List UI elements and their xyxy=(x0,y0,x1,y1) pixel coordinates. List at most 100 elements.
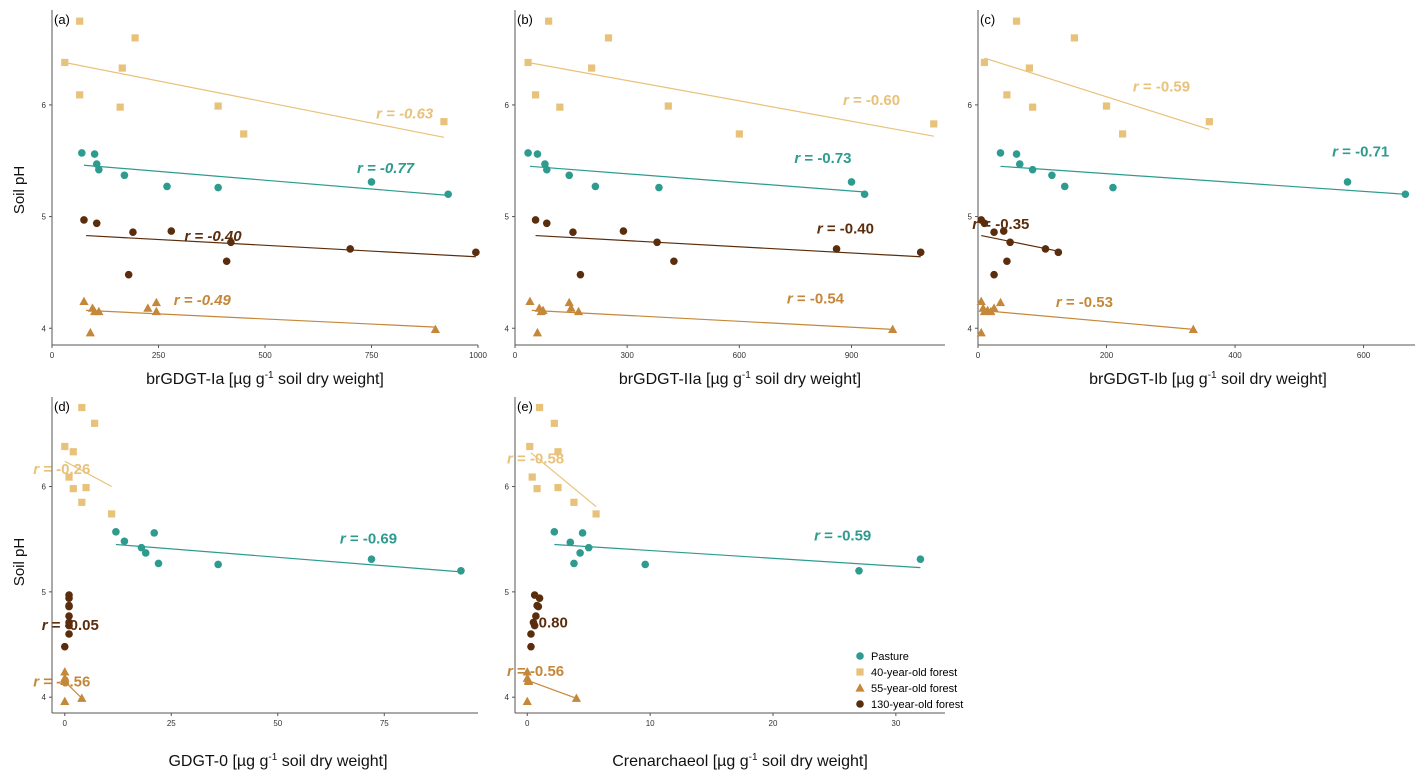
data-point xyxy=(524,149,532,157)
data-point xyxy=(457,567,465,575)
y-tick-label: 4 xyxy=(42,324,47,333)
regression-line xyxy=(531,309,893,330)
correlation-label: r = -0.59 xyxy=(814,527,871,544)
series-40-year-old-forest: r = -0.59 xyxy=(980,17,1213,138)
data-point xyxy=(1028,165,1037,174)
correlation-label: r = -0.35 xyxy=(972,216,1029,233)
data-point xyxy=(65,621,73,630)
legend-label: 55-year-old forest xyxy=(871,683,957,695)
data-point xyxy=(990,270,998,279)
data-point xyxy=(535,403,544,412)
data-point xyxy=(137,543,146,552)
x-tick-label: 750 xyxy=(365,351,379,360)
data-point xyxy=(1006,238,1014,247)
data-point xyxy=(214,560,222,569)
regression-line xyxy=(527,61,934,137)
data-point xyxy=(65,601,73,610)
x-tick-label: 0 xyxy=(525,719,530,728)
data-point xyxy=(532,327,543,337)
data-point xyxy=(653,238,661,247)
y-tick-label: 5 xyxy=(42,213,47,222)
y-tick-label: 6 xyxy=(968,101,973,110)
regression-line xyxy=(984,57,1210,131)
data-point xyxy=(154,559,163,568)
series-pasture: r = -0.73 xyxy=(524,149,869,199)
y-tick-label: 5 xyxy=(42,588,47,597)
correlation-label: r = -0.71 xyxy=(1332,143,1389,160)
correlation-label: r = -0.58 xyxy=(507,450,564,467)
y-tick-label: 6 xyxy=(42,483,47,492)
series-55-year-old-forest: r = -0.56 xyxy=(507,663,582,706)
data-point xyxy=(550,528,559,536)
series-pasture: r = -0.69 xyxy=(112,528,465,575)
data-point xyxy=(996,149,1005,157)
data-point xyxy=(527,642,535,651)
data-point xyxy=(604,34,613,42)
data-point xyxy=(855,567,863,575)
data-point xyxy=(131,34,139,42)
legend-marker xyxy=(856,652,864,660)
legend-item: 130-year-old forest xyxy=(856,699,963,711)
x-tick-label: 0 xyxy=(63,719,68,728)
data-point xyxy=(1012,150,1021,158)
data-point xyxy=(1025,64,1034,72)
legend-label: 130-year-old forest xyxy=(871,699,963,711)
x-tick-label: 1000 xyxy=(469,351,487,360)
data-point xyxy=(860,190,869,199)
data-point xyxy=(76,91,84,99)
data-point xyxy=(525,296,535,306)
data-point xyxy=(79,296,89,306)
data-point xyxy=(995,297,1006,307)
data-point xyxy=(69,485,77,493)
data-point xyxy=(565,171,574,180)
data-point xyxy=(65,612,73,620)
correlation-label: r = -0.05 xyxy=(42,617,99,634)
y-tick-label: 6 xyxy=(505,483,510,492)
data-point xyxy=(65,594,73,602)
legend-label: 40-year-old forest xyxy=(871,667,957,679)
data-point xyxy=(847,178,856,186)
data-point xyxy=(151,297,161,307)
data-point xyxy=(571,693,582,702)
data-point xyxy=(60,642,69,651)
data-point xyxy=(619,227,628,235)
data-point xyxy=(430,324,440,333)
data-point xyxy=(531,216,540,224)
data-point xyxy=(532,612,540,620)
legend-label: Pasture xyxy=(871,651,909,663)
data-point xyxy=(95,165,103,174)
data-point xyxy=(346,245,355,253)
data-point xyxy=(1401,190,1410,199)
data-point xyxy=(69,448,77,456)
y-tick-label: 5 xyxy=(505,588,510,597)
series-55-year-old-forest: r = -0.54 xyxy=(525,291,898,337)
legend-item: 55-year-old forest xyxy=(855,683,957,695)
legend-marker xyxy=(856,668,864,676)
data-point xyxy=(570,559,578,568)
x-tick-label: 900 xyxy=(845,351,859,360)
data-point xyxy=(1041,245,1050,253)
data-point xyxy=(930,120,938,128)
x-tick-label: 10 xyxy=(646,719,655,728)
data-point xyxy=(527,630,535,638)
x-axis-label: brGDGT-Ia [µg g-1 soil dry weight] xyxy=(146,370,384,388)
correlation-label: r = -0.63 xyxy=(376,105,434,122)
series-40-year-old-forest: r = -0.26 xyxy=(33,403,116,518)
series-130-year-old-forest: r = -0.40 xyxy=(80,216,480,279)
data-point xyxy=(1054,248,1063,257)
regression-line xyxy=(86,309,436,328)
regression-line xyxy=(83,164,449,196)
data-point xyxy=(214,183,222,192)
correlation-label: r = -0.56 xyxy=(507,663,564,680)
data-point xyxy=(227,238,235,247)
series-55-year-old-forest: r = -0.49 xyxy=(79,292,440,337)
x-tick-label: 600 xyxy=(733,351,747,360)
data-point xyxy=(472,248,480,257)
data-point xyxy=(1343,178,1352,186)
series-130-year-old-forest: 0.80 xyxy=(527,591,568,651)
data-point xyxy=(1003,91,1011,99)
data-point xyxy=(576,549,584,557)
regression-line xyxy=(1000,165,1406,195)
x-axis-label: brGDGT-IIa [µg g-1 soil dry weight] xyxy=(619,370,861,388)
